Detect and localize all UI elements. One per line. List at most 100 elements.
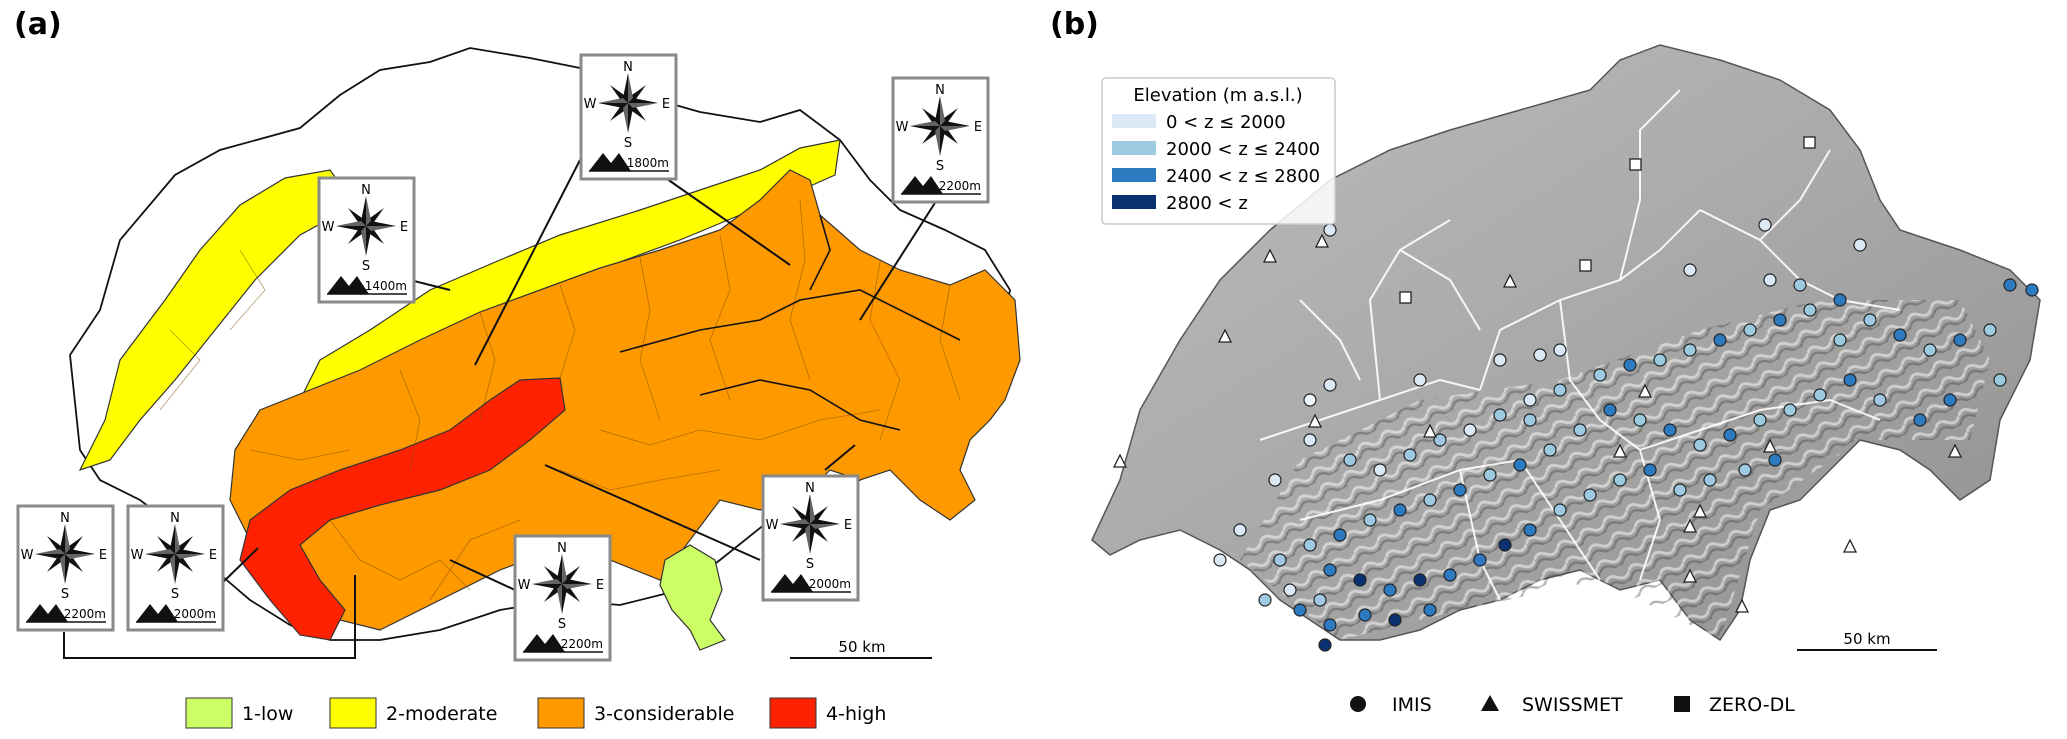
compass-box: N E S W 2200m bbox=[891, 76, 990, 204]
station-imis bbox=[1758, 218, 1772, 232]
station-imis bbox=[1923, 343, 1937, 357]
station-imis bbox=[1413, 573, 1427, 587]
elevation-legend-title: Elevation (m a.s.l.) bbox=[1133, 85, 1302, 106]
elevation-legend-label: 2400 < z ≤ 2800 bbox=[1166, 166, 1320, 187]
elevation-legend-item: 2400 < z ≤ 2800 bbox=[1112, 166, 1320, 187]
station-imis bbox=[1653, 353, 1667, 367]
elevation-legend-item: 2800 < z bbox=[1112, 193, 1248, 214]
station-imis bbox=[1783, 403, 1797, 417]
station-imis bbox=[1363, 513, 1377, 527]
compass-elevation: 2000m bbox=[809, 577, 851, 591]
station-imis bbox=[1313, 593, 1327, 607]
station-imis bbox=[1853, 238, 1867, 252]
mountain-icon bbox=[26, 604, 68, 622]
station-imis bbox=[1318, 638, 1332, 652]
station-imis bbox=[1463, 423, 1477, 437]
station-swissmet bbox=[1112, 453, 1128, 468]
danger-legend: 1-low 2-moderate 3-considerable 4-high bbox=[185, 697, 886, 729]
station-imis bbox=[1423, 493, 1437, 507]
station-imis bbox=[1833, 293, 1847, 307]
mountain-icon bbox=[901, 176, 943, 194]
station-imis bbox=[1543, 443, 1557, 457]
station-swissmet bbox=[1842, 538, 1858, 553]
station-swissmet bbox=[1734, 598, 1750, 613]
panel-b-label: (b) bbox=[1050, 7, 1099, 42]
station-imis bbox=[1523, 413, 1537, 427]
compass-n: N bbox=[60, 511, 70, 526]
station-imis bbox=[1373, 463, 1387, 477]
compass-n: N bbox=[935, 83, 945, 98]
station-imis bbox=[1353, 573, 1367, 587]
station-imis bbox=[1358, 608, 1372, 622]
station-swissmet bbox=[1262, 248, 1278, 263]
station-imis bbox=[1388, 613, 1402, 627]
compass-box: N E S W 2200m bbox=[513, 534, 612, 662]
station-imis bbox=[1693, 438, 1707, 452]
station-zero-dl bbox=[1803, 136, 1816, 149]
compass-elevation: 1800m bbox=[627, 156, 669, 170]
legend-label: 3-considerable bbox=[594, 703, 734, 725]
station-imis bbox=[1268, 473, 1282, 487]
station-imis bbox=[1773, 313, 1787, 327]
elevation-legend-item: 0 < z ≤ 2000 bbox=[1112, 112, 1286, 133]
station-imis bbox=[1258, 593, 1272, 607]
station-imis bbox=[1493, 408, 1507, 422]
station-imis bbox=[1633, 413, 1647, 427]
compass-e: E bbox=[99, 548, 107, 563]
compass-elevation: 2200m bbox=[561, 637, 603, 651]
station-swissmet bbox=[1947, 443, 1963, 458]
station-imis bbox=[1803, 303, 1817, 317]
station-imis bbox=[1323, 563, 1337, 577]
station-imis bbox=[1283, 583, 1297, 597]
scalebar-b: 50 km bbox=[1797, 630, 1937, 651]
compass-w: W bbox=[322, 220, 335, 235]
triangle-icon bbox=[1481, 695, 1499, 711]
stations-zero-dl bbox=[1399, 136, 1816, 304]
station-imis bbox=[1703, 473, 1717, 487]
station-imis bbox=[1613, 473, 1627, 487]
elevation-legend-label: 2000 < z ≤ 2400 bbox=[1166, 139, 1320, 160]
station-imis bbox=[1943, 393, 1957, 407]
station-imis bbox=[1793, 278, 1807, 292]
region-low bbox=[659, 544, 726, 651]
station-imis bbox=[1623, 358, 1637, 372]
station-imis bbox=[1768, 453, 1782, 467]
station-imis bbox=[1813, 388, 1827, 402]
compass-n: N bbox=[361, 183, 371, 198]
station-imis bbox=[1753, 413, 1767, 427]
station-imis bbox=[1643, 463, 1657, 477]
station-imis bbox=[1993, 373, 2007, 387]
station-imis bbox=[1343, 453, 1357, 467]
station-zero-dl bbox=[1629, 158, 1642, 171]
compass-box: N E S W 2000m bbox=[761, 474, 860, 602]
station-swissmet bbox=[1307, 413, 1323, 428]
station-swissmet bbox=[1762, 438, 1778, 453]
station-imis bbox=[1983, 323, 1997, 337]
scalebar-label: 50 km bbox=[1843, 630, 1890, 648]
compass-n: N bbox=[805, 481, 815, 496]
station-imis bbox=[1873, 393, 1887, 407]
station-imis bbox=[1323, 223, 1337, 237]
station-swissmet bbox=[1637, 383, 1653, 398]
station-imis bbox=[1743, 323, 1757, 337]
canton-borders bbox=[1259, 89, 1901, 601]
station-imis bbox=[1673, 483, 1687, 497]
legend-item-high: 4-high bbox=[769, 697, 886, 729]
compass-n: N bbox=[170, 511, 180, 526]
station-imis bbox=[2025, 283, 2039, 297]
station-imis bbox=[1413, 373, 1427, 387]
compass-box: N E S W 1400m bbox=[317, 176, 416, 304]
compass-w: W bbox=[518, 578, 531, 593]
station-imis bbox=[1323, 618, 1337, 632]
compass-e: E bbox=[844, 518, 852, 533]
elevation-legend: Elevation (m a.s.l.) 0 < z ≤ 2000 2000 <… bbox=[1101, 77, 1336, 225]
compass-w: W bbox=[131, 548, 144, 563]
station-imis bbox=[1453, 483, 1467, 497]
compass-box: N E S W 1800m bbox=[579, 53, 678, 181]
station-imis bbox=[1443, 568, 1457, 582]
station-imis bbox=[1913, 413, 1927, 427]
legend-label: 2-moderate bbox=[386, 703, 497, 725]
station-swissmet bbox=[1314, 233, 1330, 248]
legend-label: 4-high bbox=[826, 703, 886, 725]
